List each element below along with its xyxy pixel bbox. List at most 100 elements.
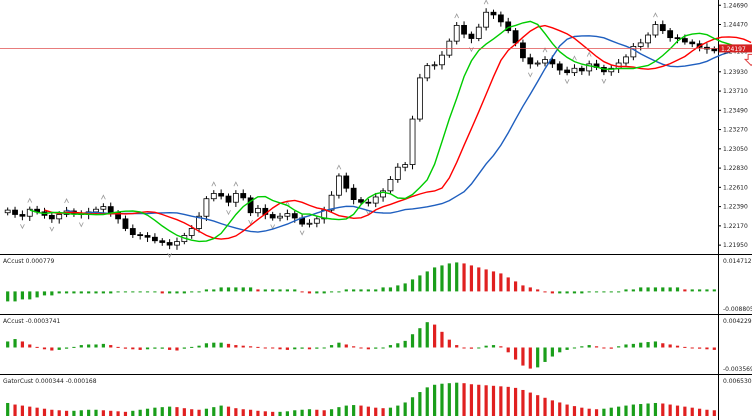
candle-body[interactable] [512,30,519,44]
candle-body[interactable] [188,228,195,236]
histogram-bar [322,410,326,416]
histogram-bar [462,347,466,349]
candle-body[interactable] [689,41,696,45]
candle-body[interactable] [497,14,504,23]
histogram-bar [175,347,179,351]
candle-body[interactable] [652,24,659,36]
histogram-bar [182,408,186,416]
candle-body[interactable] [240,193,247,199]
candle-body[interactable] [659,24,666,32]
candle-body[interactable] [424,65,431,79]
candle-body[interactable] [247,197,254,214]
candle-body[interactable] [416,77,423,120]
candle-body[interactable] [93,208,99,213]
candle-body[interactable] [277,215,283,219]
candle-body[interactable] [571,67,578,74]
candle-body[interactable] [48,214,55,220]
histogram-bar [410,397,415,416]
candle-body[interactable] [328,194,335,211]
candle-body[interactable] [365,201,372,204]
candle-body[interactable] [306,222,313,225]
candle-body[interactable] [284,213,291,217]
candle-body[interactable] [255,207,261,214]
price-axis[interactable]: 1.246901.244701.241601.239301.237101.234… [718,2,752,385]
candle-body[interactable] [19,214,26,217]
candle-body[interactable] [166,242,173,246]
candle-body[interactable] [542,59,548,64]
candle-body[interactable] [645,34,651,44]
candle-body[interactable] [107,206,114,214]
fractal-down-marker [564,79,570,85]
candle-body[interactable] [336,175,342,196]
fractal-down-marker [226,210,231,216]
histogram-bar [64,291,69,294]
candle-body[interactable] [431,64,438,67]
histogram-bar [359,289,363,292]
histogram-bar [42,408,47,416]
candle-body[interactable] [269,214,276,219]
candle-body[interactable] [174,241,180,246]
candle-body[interactable] [534,62,541,65]
candle-body[interactable] [196,215,202,229]
candle-body[interactable] [608,67,615,73]
candle-body[interactable] [681,38,688,43]
histogram-bar [624,344,628,348]
candle-body[interactable] [461,24,467,35]
candle-body[interactable] [556,63,563,71]
candle-body[interactable] [468,33,475,39]
candle-body[interactable] [232,193,239,203]
candle-body[interactable] [159,240,166,243]
histogram-bar [123,291,128,293]
candle-body[interactable] [490,11,497,16]
candle-body[interactable] [137,234,144,237]
candle-body[interactable] [380,190,386,198]
candle-body[interactable] [453,24,460,42]
price-pane[interactable] [0,0,752,259]
candle-body[interactable] [564,69,571,74]
candle-body[interactable] [56,214,63,220]
indicator-pane-3: GatorCust 0.000344 -0.000168 [3,378,716,416]
candle-body[interactable] [578,67,585,72]
histogram-bar [293,347,297,350]
candle-body[interactable] [129,228,136,236]
candle-body[interactable] [203,198,210,217]
candle-body[interactable] [4,209,11,214]
candle-body[interactable] [225,195,232,203]
histogram-bar [388,287,393,292]
candle-body[interactable] [343,175,350,189]
candle-body[interactable] [12,209,18,215]
candle-body[interactable] [667,30,674,39]
candle-body[interactable] [711,48,718,52]
candle-body[interactable] [144,235,151,238]
histogram-bar [300,409,304,416]
candle-body[interactable] [122,218,129,229]
candle-body[interactable] [100,206,107,210]
candle-body[interactable] [674,37,681,40]
candle-body[interactable] [218,193,225,197]
candle-body[interactable] [372,196,379,204]
candle-body[interactable] [115,212,121,220]
indicator-panes: ACcust 0.000779 ACcust -0.0003741 GatorCus… [3,258,716,416]
candle-body[interactable] [637,42,644,47]
candle-body[interactable] [313,218,320,224]
histogram-bar [425,322,429,348]
candle-body[interactable] [26,208,33,217]
candle-body[interactable] [210,193,217,200]
candle-body[interactable] [402,164,409,168]
candle-body[interactable] [475,26,482,39]
candle-body[interactable] [483,11,490,28]
candle-body[interactable] [350,187,357,200]
candle-body[interactable] [623,56,629,64]
candle-body[interactable] [387,179,394,192]
candle-body[interactable] [409,118,416,165]
candle-body[interactable] [439,54,445,66]
candle-body[interactable] [151,236,158,242]
candle-body[interactable] [520,42,526,59]
candle-body[interactable] [586,63,593,72]
candle-body[interactable] [394,166,401,180]
candle-body[interactable] [291,213,298,219]
candle-body[interactable] [358,199,364,203]
candle-body[interactable] [527,57,534,65]
